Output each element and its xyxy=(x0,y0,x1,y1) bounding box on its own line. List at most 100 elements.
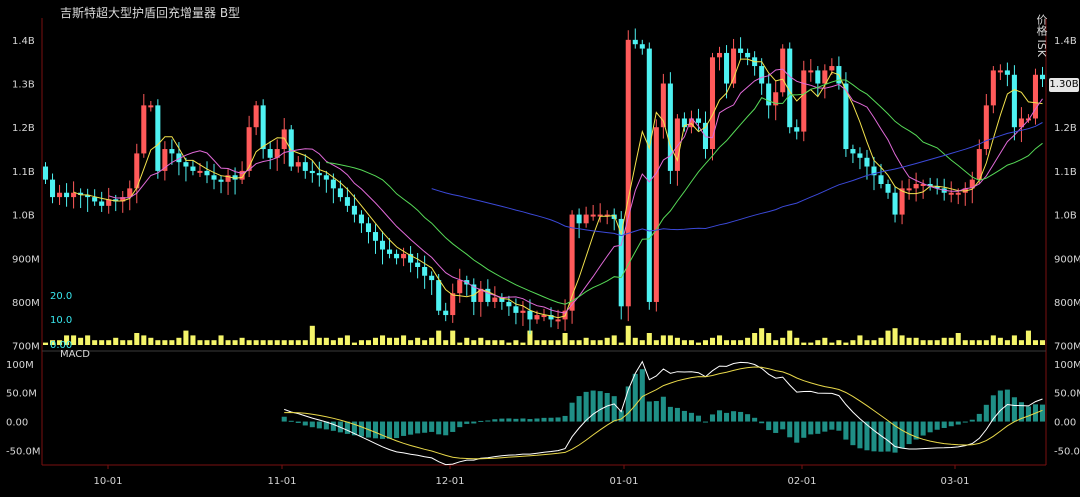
macd-histogram-bar xyxy=(745,414,751,422)
candle-body xyxy=(204,170,210,176)
candle-body xyxy=(555,319,561,322)
volume-bars xyxy=(42,325,1046,345)
candle-body xyxy=(857,153,863,158)
volume-bar xyxy=(702,340,709,345)
volume-bar xyxy=(780,337,786,345)
candle-body xyxy=(499,297,505,302)
volume-bar xyxy=(176,337,182,345)
macd-histogram-bar xyxy=(667,406,673,422)
volume-bar xyxy=(1025,330,1031,345)
volume-bar xyxy=(162,340,168,345)
volume-bar xyxy=(850,340,856,345)
macd-histogram-bar xyxy=(443,421,449,436)
y-tick-label-left: 700M xyxy=(12,342,40,353)
volume-bar xyxy=(787,330,793,345)
macd-histogram-bar xyxy=(316,421,322,429)
x-tick-label: 10-01 xyxy=(93,476,122,487)
candle-body xyxy=(274,149,280,158)
candle-body xyxy=(948,192,954,195)
volume-bar xyxy=(688,340,694,345)
macd-histogram-bar xyxy=(555,417,561,422)
moving-average-lines xyxy=(73,58,1043,319)
candle-body xyxy=(597,214,603,217)
volume-bar xyxy=(478,337,484,345)
macd-tick-label-left: -50.0M xyxy=(6,446,41,457)
volume-bar xyxy=(934,340,940,345)
volume-bar xyxy=(316,337,322,345)
volume-bar xyxy=(899,335,905,345)
macd-histogram-bar xyxy=(583,391,589,422)
volume-bar xyxy=(183,330,189,345)
volume-bar xyxy=(766,333,772,345)
y-tick-label-left: 1.1B xyxy=(12,167,35,178)
volume-bar xyxy=(260,340,266,345)
candle-body xyxy=(450,293,456,316)
volume-bar xyxy=(997,337,1003,345)
macd-histogram-bar xyxy=(752,417,758,422)
macd-histogram-bar xyxy=(976,413,982,422)
volume-bar xyxy=(674,337,680,345)
volume-bar xyxy=(871,340,877,345)
candle-body xyxy=(309,170,315,174)
candle-body xyxy=(225,175,231,182)
candle-body xyxy=(660,83,666,128)
candle-body xyxy=(169,149,175,154)
candle-body xyxy=(829,66,835,71)
macd-histogram-bar xyxy=(611,396,617,422)
macd-histogram-bar xyxy=(731,411,737,422)
macd-histogram-bar xyxy=(913,421,919,440)
candle-body xyxy=(681,118,687,128)
volume-bar xyxy=(295,340,301,345)
candle-body xyxy=(976,149,982,180)
volume-bar xyxy=(492,340,498,345)
y-tick-label-right: 800M xyxy=(1054,298,1080,309)
chart-title: 吉斯特超大型护盾回充增量器 B型 xyxy=(60,6,241,20)
macd-histogram-bar xyxy=(660,396,666,422)
candle-body xyxy=(372,232,379,241)
candle-body xyxy=(295,162,301,167)
candle-body xyxy=(316,173,322,176)
volume-bar xyxy=(632,337,638,345)
volume-bar xyxy=(506,342,512,345)
candle-body xyxy=(422,267,428,276)
volume-bar xyxy=(878,337,884,345)
candle-body xyxy=(1018,118,1024,128)
volume-bar xyxy=(246,340,252,345)
candle-body xyxy=(50,179,56,198)
candle-body xyxy=(288,129,294,167)
macd-panel: 100M 100M 50.0M 50.0M 0.00 0.00 -50.0M -50.0M xyxy=(6,360,1080,466)
volume-bar xyxy=(429,337,435,345)
volume-bar xyxy=(485,340,491,345)
volume-bar xyxy=(401,335,407,345)
candle-body xyxy=(850,149,856,154)
y-tick-label-right: 1.0B xyxy=(1054,211,1077,222)
candle-body xyxy=(260,105,266,150)
volume-bar xyxy=(106,340,112,345)
volume-tick-high: 20.0 xyxy=(50,291,73,302)
candle-body xyxy=(478,288,484,302)
volume-bar xyxy=(653,340,659,345)
macd-histogram-bar xyxy=(927,421,933,433)
macd-histogram-bar xyxy=(920,421,926,436)
candle-body xyxy=(443,310,449,316)
macd-histogram-bar xyxy=(506,418,512,422)
volume-bar xyxy=(394,337,400,345)
candle-body xyxy=(344,197,350,206)
macd-histogram-bar xyxy=(990,395,996,422)
macd-histogram-bar xyxy=(639,369,645,422)
volume-bar xyxy=(323,337,329,345)
volume-bar xyxy=(962,340,968,345)
candle-body xyxy=(590,214,596,217)
volume-tick-zero: 0.00 xyxy=(50,340,73,351)
macd-histogram-bar xyxy=(330,421,336,431)
candle-body xyxy=(576,214,582,224)
candle-body xyxy=(688,118,694,128)
macd-histogram-bar xyxy=(716,410,723,422)
volume-bar xyxy=(372,337,379,345)
macd-label: MACD xyxy=(60,349,90,360)
candle-body xyxy=(773,92,779,106)
volume-bar xyxy=(379,335,386,345)
volume-bar xyxy=(337,337,343,345)
macd-histogram-bar xyxy=(1039,404,1046,422)
macd-histogram-bar xyxy=(850,421,856,446)
